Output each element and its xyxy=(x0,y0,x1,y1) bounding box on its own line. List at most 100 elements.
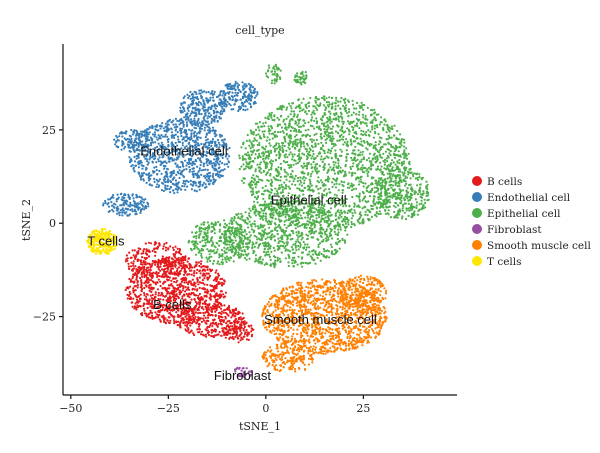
data-point xyxy=(221,174,224,177)
data-point xyxy=(124,130,127,133)
data-point xyxy=(353,203,356,206)
data-point xyxy=(197,147,200,150)
data-point xyxy=(193,90,196,93)
data-point xyxy=(156,275,159,278)
data-point xyxy=(237,341,240,344)
data-point xyxy=(185,129,188,132)
data-point xyxy=(104,201,107,205)
data-point xyxy=(171,121,174,124)
data-point xyxy=(110,197,113,200)
data-point xyxy=(195,92,198,96)
data-point xyxy=(217,272,220,275)
data-point xyxy=(184,328,187,331)
data-point xyxy=(195,141,198,144)
data-point xyxy=(162,182,165,185)
data-point xyxy=(185,168,188,171)
data-point xyxy=(164,249,168,252)
data-point xyxy=(208,171,211,174)
data-point xyxy=(233,319,236,322)
data-point xyxy=(164,188,167,191)
data-point xyxy=(307,102,310,105)
data-point xyxy=(192,183,195,187)
data-point xyxy=(342,104,345,108)
data-point xyxy=(395,181,398,184)
data-point xyxy=(286,156,289,159)
data-point xyxy=(359,175,362,179)
data-point xyxy=(163,261,166,264)
data-point xyxy=(390,180,393,183)
data-point xyxy=(289,118,292,121)
data-point xyxy=(137,171,140,174)
data-point xyxy=(185,135,188,138)
data-point xyxy=(333,178,336,181)
data-point xyxy=(313,166,316,169)
data-point xyxy=(178,176,181,180)
data-point xyxy=(278,187,281,190)
data-point xyxy=(257,178,260,181)
data-point xyxy=(262,197,265,200)
data-point xyxy=(138,196,142,199)
data-point xyxy=(141,263,144,266)
data-point xyxy=(217,317,221,320)
data-point xyxy=(208,112,211,115)
data-point xyxy=(192,316,195,319)
data-point xyxy=(356,125,359,128)
data-point xyxy=(215,292,218,295)
data-point xyxy=(351,103,355,106)
data-point xyxy=(250,141,253,144)
data-point xyxy=(279,130,282,134)
data-point xyxy=(310,163,313,166)
data-point xyxy=(154,311,157,314)
data-point xyxy=(177,266,180,269)
data-point xyxy=(210,331,213,334)
data-point xyxy=(132,197,135,200)
data-point xyxy=(174,272,177,275)
data-point xyxy=(158,275,161,278)
data-point xyxy=(289,113,292,116)
data-point xyxy=(149,283,152,286)
data-point xyxy=(206,329,209,332)
data-point xyxy=(184,271,187,275)
data-point xyxy=(196,138,199,141)
data-point xyxy=(145,248,148,251)
data-point xyxy=(119,131,123,134)
data-point xyxy=(185,310,188,313)
data-point xyxy=(198,292,201,296)
data-point xyxy=(139,293,142,296)
data-point xyxy=(238,334,241,337)
data-point xyxy=(173,280,176,283)
data-point xyxy=(261,125,264,128)
data-point xyxy=(314,163,317,166)
data-point xyxy=(288,180,291,183)
data-point xyxy=(357,119,360,122)
data-point xyxy=(365,187,368,190)
data-point xyxy=(194,158,197,162)
data-point xyxy=(240,336,243,340)
data-point xyxy=(293,114,296,117)
data-point xyxy=(325,125,328,128)
data-point xyxy=(141,203,144,207)
data-point xyxy=(194,305,197,308)
data-point xyxy=(157,271,160,275)
data-point xyxy=(321,96,324,99)
data-point xyxy=(167,248,170,251)
data-point xyxy=(136,299,139,303)
data-point xyxy=(262,169,265,173)
data-point xyxy=(213,144,217,147)
data-point xyxy=(332,166,335,169)
data-point xyxy=(227,329,230,332)
data-point xyxy=(182,287,185,290)
data-point xyxy=(202,175,205,178)
data-point xyxy=(114,143,117,146)
data-point xyxy=(308,150,311,154)
data-point xyxy=(237,105,241,109)
data-point xyxy=(154,149,157,152)
data-point xyxy=(115,141,118,144)
data-point xyxy=(121,207,124,210)
data-point xyxy=(195,294,198,297)
data-point xyxy=(296,180,299,183)
data-point xyxy=(181,255,185,258)
data-point xyxy=(379,121,382,124)
data-point xyxy=(193,117,196,120)
data-point xyxy=(225,322,228,325)
